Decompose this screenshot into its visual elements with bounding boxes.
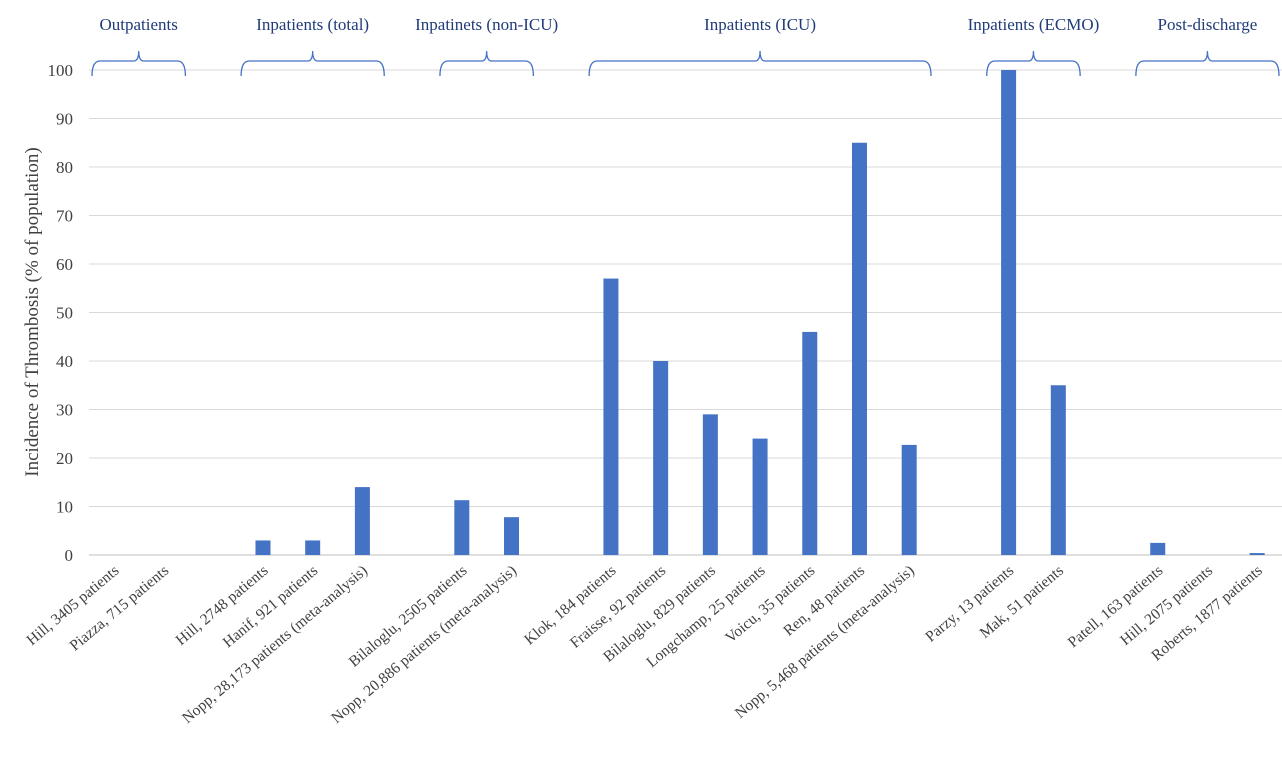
bar	[255, 540, 271, 555]
y-tick-label: 50	[56, 304, 73, 323]
group-brace	[240, 50, 385, 77]
y-axis-label: Incidence of Thrombosis (% of population…	[22, 147, 43, 476]
bar	[702, 414, 718, 555]
group-brace	[1135, 50, 1280, 77]
bar	[454, 500, 470, 555]
bar	[851, 142, 867, 555]
y-tick-label: 80	[56, 158, 73, 177]
y-tick-label: 0	[65, 546, 74, 565]
bar	[901, 444, 917, 555]
y-tick-label: 70	[56, 207, 73, 226]
y-tick-label: 100	[48, 61, 74, 80]
y-tick-label: 30	[56, 401, 73, 420]
bar	[802, 331, 818, 555]
y-tick-label: 40	[56, 352, 73, 371]
bar	[504, 517, 520, 555]
group-label: Post-discharge	[1158, 15, 1258, 34]
group-label: Inpatients (total)	[256, 15, 369, 34]
bar	[1050, 385, 1066, 555]
y-tick-labels: 0 10 20 30 40 50 60 70 80 90 100	[48, 61, 74, 565]
group-brace	[986, 50, 1081, 77]
bar	[653, 361, 669, 555]
y-tick-label: 60	[56, 255, 73, 274]
x-tick-label: Nopp, 5,468 patients (meta-analysis)	[732, 562, 918, 722]
bar	[1150, 542, 1166, 555]
bar	[603, 278, 619, 555]
gridlines	[89, 69, 1282, 556]
group-brace	[439, 50, 535, 77]
group-label: Inpatients (ICU)	[704, 15, 816, 34]
x-tick-label: Mak, 51 patients	[976, 562, 1066, 642]
bar	[354, 487, 370, 555]
group-brace	[588, 50, 932, 77]
bars	[255, 70, 1265, 555]
bar	[305, 540, 321, 555]
bar	[752, 438, 768, 555]
y-tick-label: 20	[56, 449, 73, 468]
x-tick-label: Parzy, 13 patients	[922, 562, 1017, 645]
y-tick-label: 10	[56, 498, 73, 517]
x-tick-label: Voicu, 35 patients	[722, 562, 818, 647]
y-tick-label: 90	[56, 110, 73, 129]
bar	[1249, 553, 1265, 555]
group-label: Outpatients	[100, 15, 178, 34]
group-label: Inpatients (ECMO)	[968, 15, 1100, 34]
group-brackets: Outpatients Inpatients (total) Inpatinets …	[91, 15, 1280, 77]
group-label: Inpatinets (non-ICU)	[415, 15, 558, 34]
group-brace	[91, 50, 187, 77]
bar	[1001, 70, 1017, 555]
